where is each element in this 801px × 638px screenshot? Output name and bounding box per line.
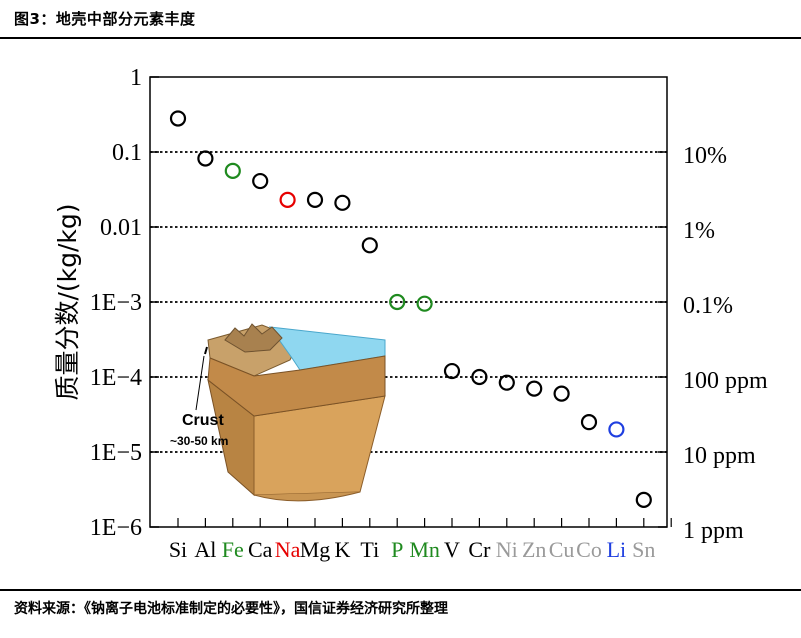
left-axis-ticks: 1 0.1 0.01 1E−3 1E−4 1E−5 1E−6 xyxy=(90,65,159,541)
category-labels: Si Al Fe Ca Na Mg K Ti P Mn V Cr Ni Zn Cu Co Li Sn xyxy=(169,537,656,562)
point-v xyxy=(443,362,461,380)
point-k xyxy=(334,194,351,211)
crust-label: Crust xyxy=(182,412,224,429)
point-co xyxy=(580,414,598,431)
right-tick-label: 100 ppm xyxy=(683,368,768,394)
abundance-chart: Crust ~30-50 km 1 0.1 0.01 1E−3 1E−4 1E−5 1E−6… xyxy=(53,65,768,562)
category-label-mg: Mg xyxy=(300,537,331,562)
point-na xyxy=(279,191,296,208)
point-li xyxy=(608,421,625,438)
left-tick-label: 0.01 xyxy=(100,215,142,241)
source-note: 资料来源：《钠离子电池标准制定的必要性》，国信证券经济研究所整理 xyxy=(14,601,448,617)
crust-inset-illustration: Crust ~30-50 km xyxy=(170,323,386,502)
category-label-co: Co xyxy=(576,537,602,562)
figure-title: 图3：地壳中部分元素丰度 xyxy=(14,10,196,28)
category-label-zn: Zn xyxy=(522,537,546,562)
right-tick-label: 1% xyxy=(683,218,715,244)
category-label-fe: Fe xyxy=(222,537,244,562)
crust-thickness-bracket xyxy=(204,346,208,355)
category-label-ca: Ca xyxy=(248,537,273,562)
category-axis-ticks xyxy=(177,518,672,527)
point-mg xyxy=(306,191,324,208)
category-label-si: Si xyxy=(169,537,187,562)
left-tick-label: 1E−5 xyxy=(90,440,142,466)
category-label-k: K xyxy=(334,537,350,562)
left-tick-label: 0.1 xyxy=(112,140,142,166)
point-mn xyxy=(416,295,433,312)
crust-top-layer xyxy=(207,355,386,417)
crust-pointer-line xyxy=(195,355,205,411)
y-axis-label: 质量分数/(kg/kg) xyxy=(53,203,82,400)
data-points xyxy=(169,110,652,508)
crust-mountains xyxy=(224,323,283,353)
category-label-p: P xyxy=(391,537,403,562)
point-ni xyxy=(498,374,515,391)
point-si xyxy=(169,110,187,127)
category-label-ti: Ti xyxy=(360,537,379,562)
category-label-ni: Ni xyxy=(496,537,518,562)
right-tick-label: 0.1% xyxy=(683,293,733,319)
top-rule xyxy=(0,37,801,39)
category-label-cu: Cu xyxy=(549,537,575,562)
category-label-na: Na xyxy=(275,537,301,562)
left-tick-label: 1 xyxy=(130,65,142,91)
right-tick-label: 10 ppm xyxy=(683,443,756,469)
left-tick-label: 1E−6 xyxy=(90,515,142,541)
left-tick-label: 1E−4 xyxy=(90,365,142,391)
category-label-li: Li xyxy=(607,537,627,562)
category-label-al: Al xyxy=(194,537,216,562)
point-cr xyxy=(471,368,488,386)
point-al xyxy=(197,150,214,167)
point-zn xyxy=(526,380,543,397)
point-ti xyxy=(361,237,378,254)
category-label-mn: Mn xyxy=(409,537,440,562)
category-label-v: V xyxy=(444,537,460,562)
point-cu xyxy=(553,385,570,402)
right-axis-ticks: 10% 1% 0.1% 100 ppm 10 ppm 1 ppm xyxy=(658,143,768,544)
left-tick-label: 1E−3 xyxy=(90,290,142,316)
bottom-rule xyxy=(0,589,801,591)
point-fe xyxy=(224,162,241,179)
crust-block-bottom xyxy=(253,491,361,502)
right-tick-label: 10% xyxy=(683,143,727,169)
point-ca xyxy=(252,172,269,190)
point-p xyxy=(389,293,406,311)
category-label-sn: Sn xyxy=(632,537,655,562)
crust-sublabel: ~30-50 km xyxy=(170,434,228,448)
category-label-cr: Cr xyxy=(468,537,491,562)
point-sn xyxy=(635,491,652,508)
right-tick-label: 1 ppm xyxy=(683,518,744,544)
